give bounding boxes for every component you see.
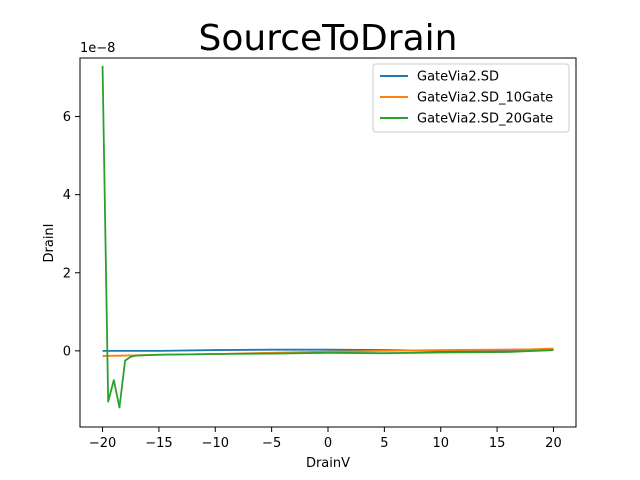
x-tick-label: 0 xyxy=(324,436,332,451)
x-axis-ticks: −20 −15 −10 −5 0 5 10 15 20 xyxy=(89,427,562,451)
x-tick-label: −20 xyxy=(89,436,116,451)
y-tick-label: 0 xyxy=(63,344,71,359)
x-tick-label: 5 xyxy=(380,436,388,451)
x-tick-label: −10 xyxy=(202,436,229,451)
y-tick-label: 6 xyxy=(63,110,71,125)
y-offset-label: 1e−8 xyxy=(80,41,115,56)
x-tick-label: 10 xyxy=(432,436,449,451)
x-tick-label: 20 xyxy=(545,436,562,451)
y-axis-label: DrainI xyxy=(42,223,57,262)
legend-entry-1: GateVia2.SD xyxy=(417,70,499,85)
x-tick-label: −5 xyxy=(262,436,281,451)
x-tick-label: −15 xyxy=(145,436,172,451)
legend-entry-2: GateVia2.SD_10Gate xyxy=(417,91,553,106)
x-tick-label: 15 xyxy=(489,436,506,451)
y-tick-label: 4 xyxy=(63,188,71,203)
legend-box xyxy=(372,63,570,133)
y-tick-label: 2 xyxy=(63,266,71,281)
chart-title: SourceToDrain xyxy=(199,18,458,59)
y-axis-ticks: 0 2 4 6 xyxy=(63,110,80,359)
x-axis-label: DrainV xyxy=(306,456,350,471)
legend: GateVia2.SD GateVia2.SD_10Gate GateVia2.SD… xyxy=(372,63,570,133)
series-line-3 xyxy=(101,65,554,409)
series-lines xyxy=(101,65,554,409)
legend-entry-3: GateVia2.SD_20Gate xyxy=(417,112,553,127)
series-line-1 xyxy=(102,348,554,352)
